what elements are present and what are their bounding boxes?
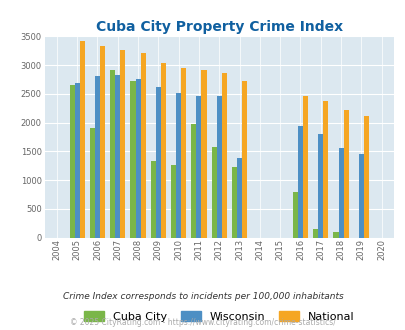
Title: Cuba City Property Crime Index: Cuba City Property Crime Index xyxy=(96,20,342,34)
Bar xyxy=(140,53,145,238)
Bar xyxy=(90,128,95,238)
Bar xyxy=(75,83,79,238)
Bar xyxy=(322,101,328,238)
Bar xyxy=(312,229,318,238)
Bar xyxy=(156,87,160,238)
Bar xyxy=(318,134,322,238)
Bar xyxy=(196,96,201,238)
Bar xyxy=(150,161,156,238)
Bar xyxy=(160,63,166,238)
Bar xyxy=(297,126,302,238)
Bar xyxy=(338,148,343,238)
Bar xyxy=(201,70,206,238)
Bar xyxy=(100,46,105,238)
Bar xyxy=(115,76,120,238)
Legend: Cuba City, Wisconsin, National: Cuba City, Wisconsin, National xyxy=(81,308,356,325)
Bar xyxy=(302,96,307,238)
Bar xyxy=(211,147,216,238)
Bar xyxy=(79,41,85,238)
Bar xyxy=(363,116,368,238)
Bar xyxy=(110,70,115,238)
Bar xyxy=(237,158,241,238)
Bar xyxy=(333,232,338,238)
Bar xyxy=(241,81,247,238)
Bar xyxy=(171,165,176,238)
Bar xyxy=(130,81,135,238)
Bar xyxy=(221,73,226,238)
Bar xyxy=(358,154,363,238)
Bar xyxy=(292,192,297,238)
Bar xyxy=(135,80,140,238)
Bar xyxy=(120,50,125,238)
Bar xyxy=(343,111,348,238)
Bar xyxy=(216,96,221,238)
Bar xyxy=(181,68,186,238)
Bar xyxy=(95,76,100,238)
Text: © 2025 CityRating.com - https://www.cityrating.com/crime-statistics/: © 2025 CityRating.com - https://www.city… xyxy=(70,318,335,327)
Bar xyxy=(191,124,196,238)
Bar xyxy=(69,85,75,238)
Bar xyxy=(176,93,181,238)
Text: Crime Index corresponds to incidents per 100,000 inhabitants: Crime Index corresponds to incidents per… xyxy=(62,292,343,301)
Bar xyxy=(231,167,237,238)
